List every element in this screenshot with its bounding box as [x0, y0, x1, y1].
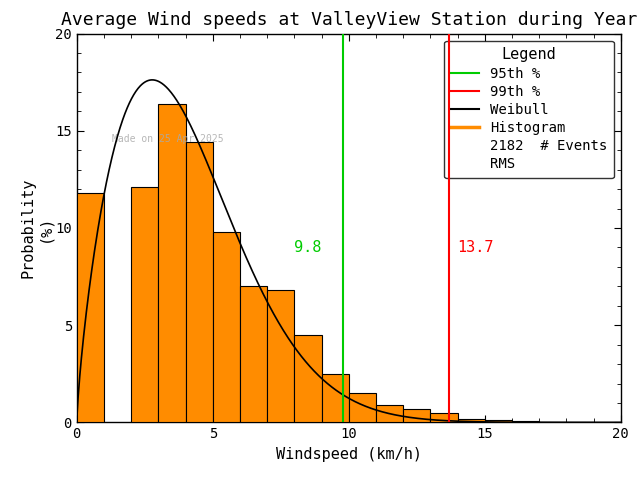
Bar	[159, 104, 186, 422]
Bar	[376, 405, 403, 422]
Bar	[403, 409, 431, 422]
Bar	[458, 420, 485, 422]
Bar	[431, 413, 458, 422]
Text: Made on 25 Apr 2025: Made on 25 Apr 2025	[112, 133, 224, 144]
Bar	[322, 374, 349, 422]
Title: Average Wind speeds at ValleyView Station during Year: Average Wind speeds at ValleyView Statio…	[61, 11, 637, 29]
Bar	[240, 286, 268, 422]
Bar	[349, 393, 376, 422]
Bar	[485, 420, 512, 422]
Y-axis label: Probability
(%): Probability (%)	[20, 178, 52, 278]
Bar	[186, 143, 212, 422]
Bar	[131, 187, 158, 422]
Bar	[212, 232, 240, 422]
Bar	[77, 193, 104, 422]
Bar	[512, 421, 540, 422]
Text: 9.8: 9.8	[294, 240, 322, 255]
Bar	[268, 290, 294, 422]
Legend: 95th %, 99th %, Weibull, Histogram, 2182  # Events, RMS: 95th %, 99th %, Weibull, Histogram, 2182…	[444, 40, 614, 179]
X-axis label: Windspeed (km/h): Windspeed (km/h)	[276, 447, 422, 462]
Text: 13.7: 13.7	[458, 240, 494, 255]
Bar	[294, 335, 322, 422]
